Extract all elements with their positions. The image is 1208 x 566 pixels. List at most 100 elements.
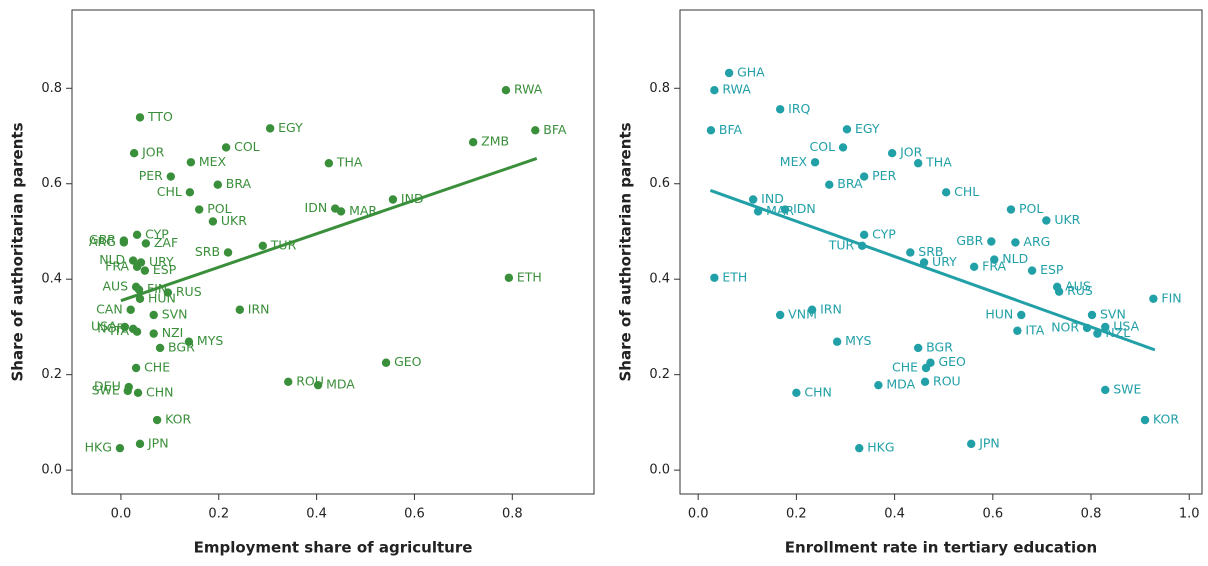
point-label: IRQ <box>788 101 810 116</box>
point <box>331 204 340 213</box>
point <box>987 237 996 246</box>
point-label: PER <box>139 168 163 183</box>
point <box>126 305 135 314</box>
y-tick-label: 0.6 <box>649 176 670 191</box>
point <box>186 158 196 167</box>
point-label: BRA <box>226 176 252 191</box>
point-label: KOR <box>1153 412 1179 427</box>
point-label: JOR <box>141 145 165 160</box>
point <box>920 377 930 387</box>
point-label: MYS <box>197 333 223 348</box>
point-label: URY <box>932 254 957 269</box>
point-label: JPN <box>147 435 169 450</box>
trend-line <box>120 157 538 303</box>
point-label: MDA <box>326 377 355 392</box>
point-label: BFA <box>543 122 567 137</box>
point <box>135 294 145 303</box>
point <box>134 285 144 294</box>
point-label: ETH <box>722 269 747 284</box>
point <box>887 148 897 158</box>
point-label: BGR <box>168 339 195 354</box>
point-label: THA <box>925 155 952 170</box>
point-label: GBR <box>956 233 983 248</box>
point <box>913 343 923 353</box>
point <box>258 241 267 250</box>
point-label: JOR <box>899 145 923 160</box>
point <box>810 158 820 167</box>
point <box>128 256 138 265</box>
y-tick-label: 0.6 <box>41 176 62 191</box>
point <box>832 337 842 346</box>
point <box>724 68 734 78</box>
point <box>1101 322 1110 332</box>
y-tick-label: 0.0 <box>649 463 670 478</box>
point <box>1082 323 1092 333</box>
point-label: HUN <box>985 307 1013 322</box>
y-tick-label: 0.8 <box>41 81 62 96</box>
point <box>855 443 864 453</box>
point-label: THA <box>336 155 363 170</box>
point-label: TUR <box>270 237 297 252</box>
point <box>223 248 233 257</box>
point <box>1042 216 1051 225</box>
x-axis-title: Employment share of agriculture <box>194 539 473 557</box>
point-label: ZAF <box>154 235 178 250</box>
point <box>531 126 540 135</box>
point-label: COL <box>234 139 260 154</box>
point-label: USA <box>91 318 117 333</box>
point <box>155 343 165 353</box>
point <box>859 172 869 181</box>
point-label: HKG <box>867 440 894 455</box>
point-label: GEO <box>394 354 422 369</box>
point-label: FRA <box>105 258 129 273</box>
point <box>128 324 138 334</box>
point <box>135 439 145 449</box>
point-label: AUS <box>1065 278 1091 293</box>
point-label: IRN <box>248 301 270 316</box>
point <box>132 262 142 271</box>
point <box>166 172 176 181</box>
point-label: KOR <box>165 412 191 427</box>
point <box>133 388 143 398</box>
point <box>129 148 139 158</box>
y-tick-label: 0.4 <box>41 272 62 287</box>
point-label: NZI <box>162 325 184 340</box>
x-tick-label: 0.6 <box>404 507 425 522</box>
point-label: SVN <box>1100 307 1126 322</box>
y-axis-title: Share of authoritarian parents <box>9 122 27 381</box>
point-label: SWE <box>92 382 120 397</box>
point <box>115 443 125 453</box>
point <box>990 255 999 264</box>
point-label: UKR <box>221 213 247 228</box>
point-label: ETH <box>517 269 542 284</box>
point-label: SWE <box>1113 381 1141 396</box>
point <box>131 363 141 373</box>
point <box>1149 294 1158 303</box>
point-label: ESP <box>1040 262 1064 277</box>
point <box>1093 329 1102 338</box>
point-label: ZMB <box>481 134 509 149</box>
point-label: DEU <box>94 379 121 394</box>
point <box>838 143 848 152</box>
point-label: ITA <box>1025 322 1044 337</box>
y-tick-label: 0.2 <box>649 367 670 382</box>
point <box>140 266 150 275</box>
point <box>780 205 790 214</box>
point <box>208 217 218 226</box>
x-tick-label: 0.0 <box>111 507 132 522</box>
point <box>807 305 817 314</box>
point <box>710 273 719 282</box>
y-tick-label: 0.0 <box>41 463 62 478</box>
point-label: ARG <box>1023 234 1050 249</box>
point <box>706 126 716 135</box>
point <box>1027 266 1037 275</box>
point <box>748 195 758 204</box>
plot-frame <box>679 9 1203 495</box>
point <box>141 239 151 248</box>
point <box>1101 385 1110 395</box>
point <box>184 337 194 346</box>
point-label: CHL <box>157 184 182 199</box>
point-label: BFA <box>719 122 743 137</box>
point <box>313 380 323 390</box>
point-label: RWA <box>514 82 543 97</box>
